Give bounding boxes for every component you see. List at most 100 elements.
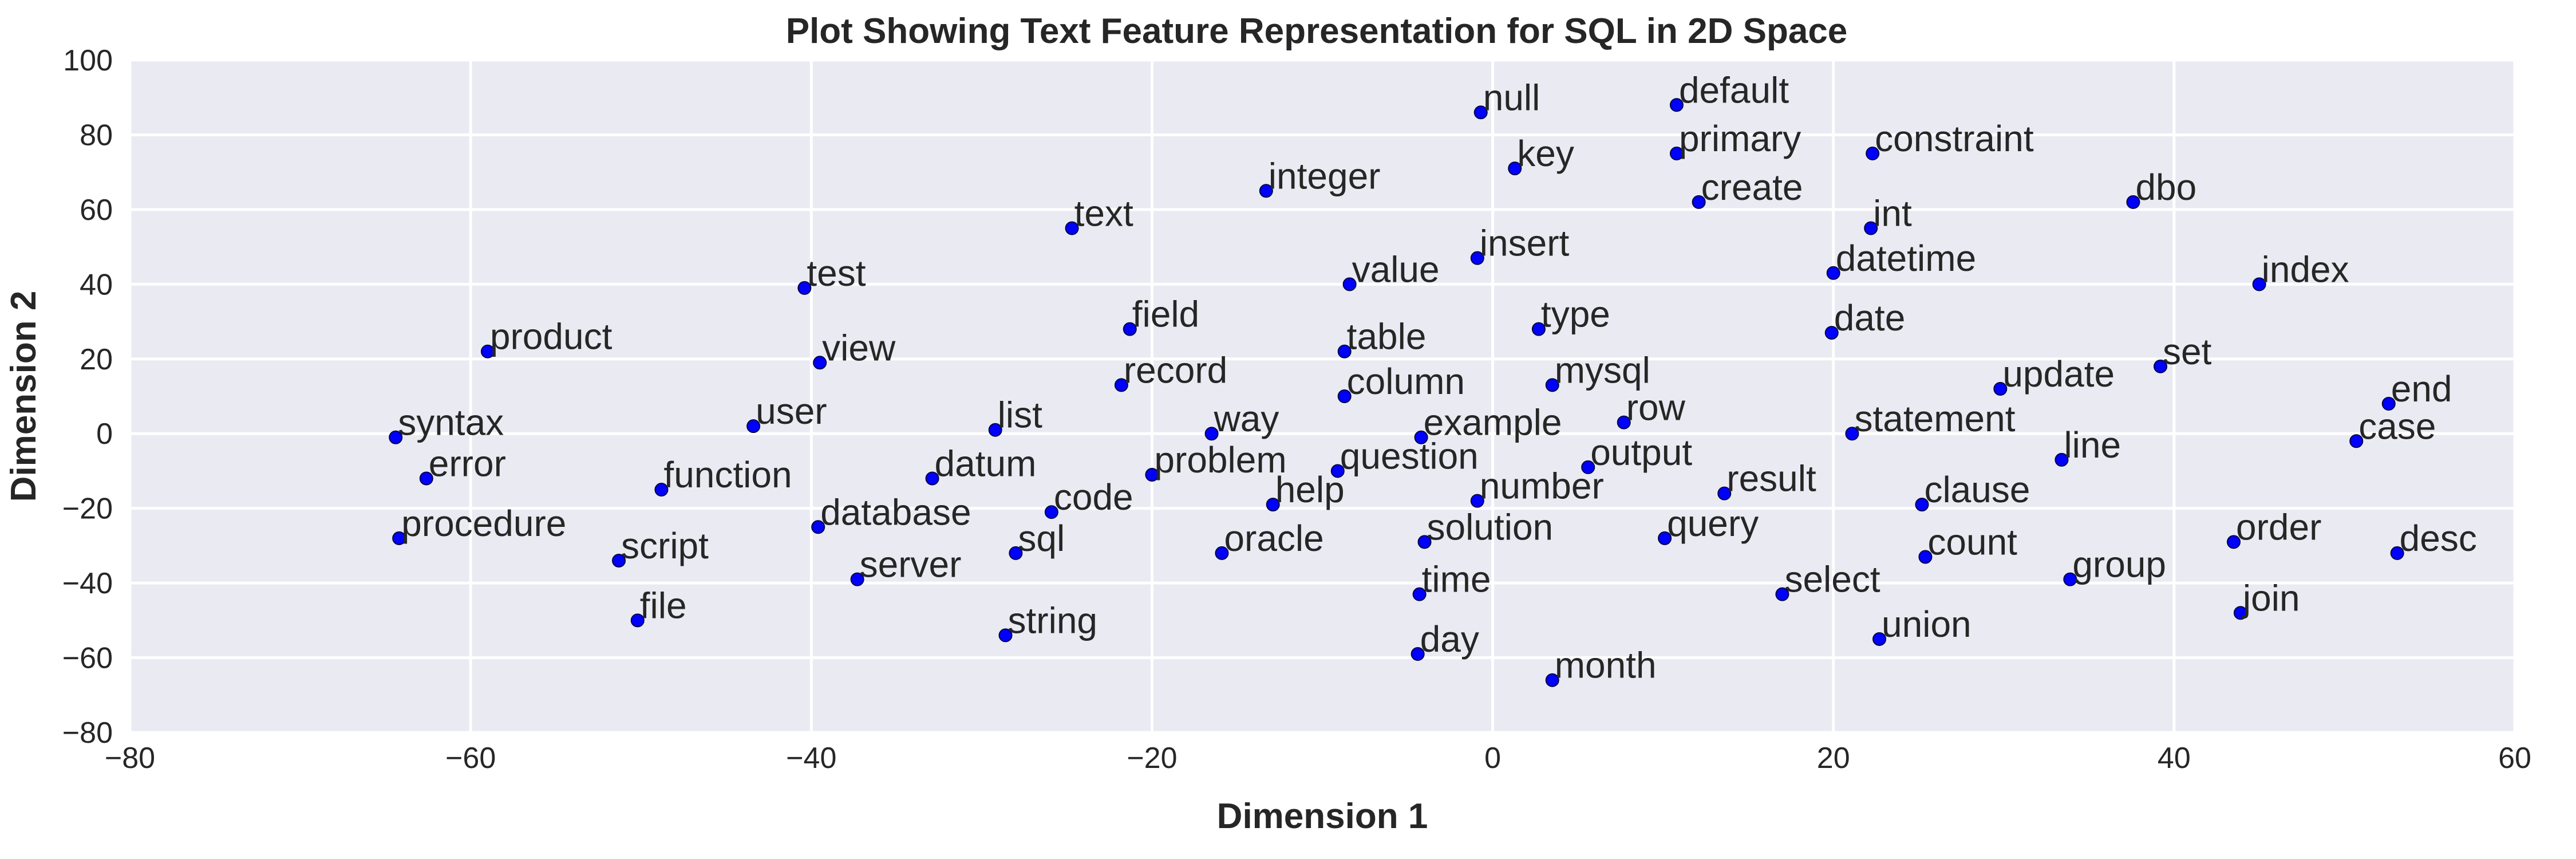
point-label: error bbox=[429, 443, 506, 484]
point-label: result bbox=[1726, 458, 1816, 499]
data-point-server: server bbox=[850, 544, 961, 586]
point-marker bbox=[1145, 467, 1159, 482]
point-label: test bbox=[807, 253, 866, 294]
y-tick-label: −20 bbox=[62, 492, 113, 526]
data-point-union: union bbox=[1872, 604, 1971, 646]
point-label: view bbox=[822, 327, 896, 368]
data-point-month: month bbox=[1545, 645, 1657, 687]
x-tick-label: 20 bbox=[1817, 742, 1850, 775]
data-point-key: key bbox=[1508, 133, 1574, 176]
point-label: field bbox=[1132, 294, 1199, 335]
y-tick-label: −80 bbox=[62, 716, 113, 750]
y-tick-label: 100 bbox=[63, 44, 113, 77]
data-point-result: result bbox=[1717, 458, 1816, 501]
data-point-text: text bbox=[1065, 193, 1133, 235]
data-point-example: example bbox=[1414, 402, 1562, 444]
point-label: database bbox=[820, 491, 971, 533]
point-marker bbox=[1417, 535, 1432, 549]
point-label: type bbox=[1541, 294, 1610, 335]
point-marker bbox=[1114, 378, 1128, 392]
data-point-sql: sql bbox=[1009, 518, 1065, 560]
point-marker bbox=[1669, 147, 1684, 161]
y-tick-label: 60 bbox=[80, 194, 113, 227]
point-marker bbox=[1123, 322, 1137, 336]
x-tick-label: −60 bbox=[445, 742, 496, 775]
point-marker bbox=[998, 628, 1013, 643]
point-marker bbox=[1065, 221, 1079, 235]
point-label: line bbox=[2064, 424, 2121, 466]
point-label: month bbox=[1555, 645, 1657, 686]
point-marker bbox=[419, 471, 433, 486]
point-marker bbox=[850, 572, 864, 586]
y-tick-label: 40 bbox=[80, 268, 113, 301]
point-label: insert bbox=[1480, 223, 1570, 264]
data-point-case: case bbox=[2349, 405, 2436, 448]
point-marker bbox=[1545, 673, 1559, 687]
data-point-solution: solution bbox=[1417, 506, 1553, 549]
y-tick-label: 20 bbox=[80, 343, 113, 376]
point-label: text bbox=[1074, 193, 1133, 234]
data-point-day: day bbox=[1411, 618, 1479, 661]
y-axis-ticks: −80 −60 −40 −20 0 20 40 60 80 100 bbox=[62, 44, 113, 750]
x-axis-label: Dimension 1 bbox=[1217, 797, 1428, 836]
point-marker bbox=[1993, 381, 2008, 396]
point-label: group bbox=[2072, 544, 2166, 585]
data-point-datetime: datetime bbox=[1826, 238, 1976, 280]
data-point-index: index bbox=[2252, 249, 2349, 291]
point-label: example bbox=[1424, 402, 1562, 443]
point-label: index bbox=[2262, 249, 2349, 290]
y-axis-label: Dimension 2 bbox=[4, 291, 44, 502]
data-point-file: file bbox=[630, 585, 687, 628]
data-point-error: error bbox=[419, 443, 506, 486]
point-marker bbox=[925, 471, 939, 486]
point-label: problem bbox=[1154, 439, 1286, 480]
data-point-dbo: dbo bbox=[2126, 167, 2196, 209]
data-point-date: date bbox=[1824, 297, 1905, 340]
point-marker bbox=[797, 281, 812, 295]
point-label: key bbox=[1517, 133, 1574, 174]
point-marker bbox=[1669, 98, 1684, 112]
data-point-procedure: procedure bbox=[392, 503, 566, 545]
point-marker bbox=[1845, 427, 1859, 441]
data-point-value: value bbox=[1342, 249, 1440, 291]
point-label: code bbox=[1054, 476, 1133, 518]
data-point-count: count bbox=[1918, 521, 2017, 564]
data-point-int: int bbox=[1864, 193, 1912, 235]
data-point-select: select bbox=[1775, 559, 1880, 601]
x-tick-label: 60 bbox=[2498, 742, 2531, 775]
point-marker bbox=[1204, 427, 1219, 441]
data-point-string: string bbox=[998, 600, 1098, 643]
point-label: string bbox=[1008, 600, 1098, 641]
data-point-view: view bbox=[813, 327, 896, 370]
data-point-product: product bbox=[480, 316, 613, 358]
point-marker bbox=[1330, 464, 1345, 478]
point-label: update bbox=[2002, 353, 2115, 395]
point-label: time bbox=[1422, 559, 1491, 600]
x-tick-label: −20 bbox=[1127, 742, 1177, 775]
point-marker bbox=[1508, 161, 1522, 176]
data-point-group: group bbox=[2063, 544, 2166, 586]
data-point-row: row bbox=[1617, 387, 1686, 430]
data-point-type: type bbox=[1531, 294, 1610, 336]
point-marker bbox=[2227, 535, 2241, 549]
point-marker bbox=[1470, 251, 1484, 265]
data-point-constraint: constraint bbox=[1866, 118, 2034, 161]
point-marker bbox=[1717, 486, 1732, 501]
data-point-record: record bbox=[1114, 349, 1227, 392]
data-points: null default primary constraint key integer cr… bbox=[389, 69, 2477, 687]
point-label: set bbox=[2163, 331, 2212, 372]
point-label: list bbox=[998, 395, 1042, 436]
point-marker bbox=[1864, 221, 1878, 235]
y-tick-label: 0 bbox=[96, 417, 113, 451]
point-marker bbox=[1918, 550, 1933, 564]
point-marker bbox=[1411, 647, 1425, 661]
data-point-statement: statement bbox=[1845, 398, 2016, 441]
data-point-time: time bbox=[1412, 559, 1491, 601]
data-point-script: script bbox=[612, 525, 709, 568]
point-marker bbox=[1617, 415, 1631, 430]
data-point-desc: desc bbox=[2390, 518, 2477, 560]
point-label: case bbox=[2358, 405, 2436, 447]
point-label: procedure bbox=[401, 503, 566, 544]
point-marker bbox=[612, 553, 626, 568]
